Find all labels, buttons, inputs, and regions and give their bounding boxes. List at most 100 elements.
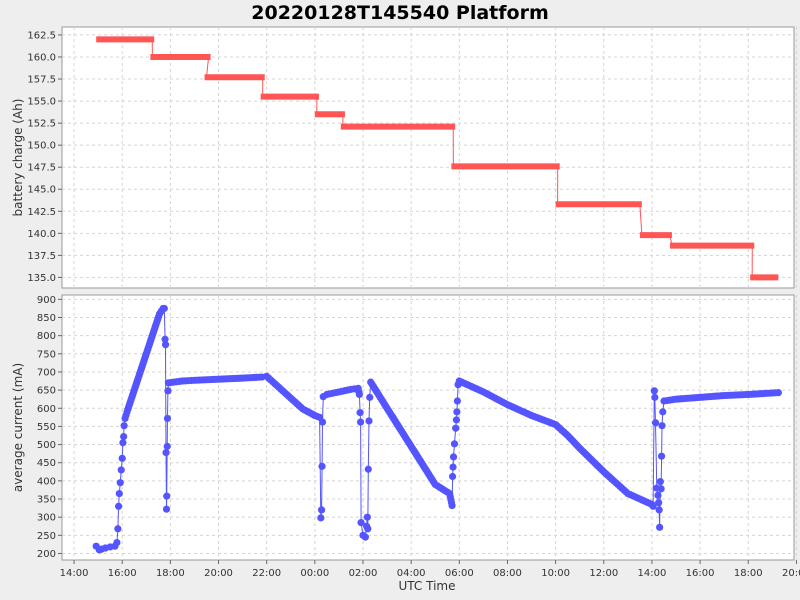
- current-point: [655, 506, 663, 514]
- x-tick-label: 08:00: [493, 568, 522, 579]
- y-tick-label: 147.5: [27, 163, 56, 174]
- y-tick-label: 650: [37, 386, 56, 397]
- y-tick-label: 300: [37, 513, 56, 524]
- y-tick-label: 750: [37, 349, 56, 360]
- y-tick-label: 160.0: [27, 52, 56, 63]
- current-point: [656, 477, 664, 486]
- x-axis-label: UTC Time: [399, 579, 456, 593]
- current-point: [654, 491, 662, 499]
- current-point: [356, 418, 365, 426]
- y-axis-label: average current (mA): [11, 363, 25, 492]
- current-point: [164, 387, 172, 395]
- current-point: [448, 501, 456, 510]
- current-point: [113, 538, 121, 547]
- current-point: [658, 422, 666, 430]
- current-point: [657, 452, 666, 460]
- current-point: [453, 408, 461, 416]
- plot-area: [61, 294, 795, 561]
- y-tick-label: 400: [37, 476, 56, 487]
- current-point: [450, 440, 459, 448]
- y-axis-label: battery charge (Ah): [11, 99, 25, 217]
- charge-connector: [639, 204, 643, 236]
- current-point: [655, 499, 663, 507]
- y-tick-label: 900: [37, 295, 56, 306]
- y-tick-label: 140.0: [27, 229, 56, 240]
- current-point: [366, 393, 374, 401]
- current-point: [356, 409, 364, 417]
- current-point: [163, 414, 172, 423]
- current-point: [161, 341, 170, 349]
- x-tick-label: 06:00: [445, 568, 474, 579]
- x-tick-label: 16:00: [686, 568, 715, 579]
- y-tick-label: 350: [37, 495, 56, 506]
- current-point: [120, 422, 128, 430]
- current-point: [657, 485, 665, 493]
- y-tick-label: 800: [37, 331, 56, 342]
- plot-area: [61, 26, 795, 289]
- current-point: [650, 387, 658, 395]
- y-tick-label: 135.0: [27, 273, 56, 284]
- x-tick-label: 10:00: [541, 568, 570, 579]
- y-tick-label: 152.5: [27, 119, 56, 130]
- current-point: [449, 463, 457, 471]
- x-tick-label: 20:00: [204, 568, 233, 579]
- current-point: [355, 390, 363, 399]
- current-point: [116, 479, 124, 487]
- y-tick-label: 162.5: [27, 30, 56, 41]
- x-tick-label: 22:00: [252, 568, 281, 579]
- current-point: [774, 389, 782, 397]
- y-tick-label: 150.0: [27, 141, 56, 152]
- x-tick-label: 14:00: [60, 568, 89, 579]
- panel-2: 14:00 16:00 18:00 20:00 22:00 00:00 02:00 04:00…: [11, 294, 800, 579]
- y-tick-label: 137.5: [27, 251, 56, 262]
- y-tick-label: 550: [37, 422, 56, 433]
- panel-1: 135.0 137.5 140.0 142.5 145.0 147.5 150.0 152.5…: [11, 26, 797, 289]
- current-point: [318, 418, 327, 426]
- current-point: [453, 397, 461, 405]
- current-point: [162, 448, 170, 457]
- current-point: [364, 465, 372, 473]
- x-tick-label: 04:00: [397, 568, 426, 579]
- y-tick-label: 250: [37, 531, 56, 542]
- current-point: [656, 523, 664, 531]
- y-tick-label: 145.0: [27, 185, 56, 196]
- x-tick-label: 14:00: [638, 568, 667, 579]
- x-tick-label: 20:00: [782, 568, 800, 579]
- current-point: [161, 335, 169, 343]
- current-point: [118, 454, 126, 462]
- current-point: [114, 525, 122, 533]
- current-point: [659, 408, 667, 416]
- current-point: [117, 466, 125, 474]
- x-tick-label: 12:00: [589, 568, 618, 579]
- x-tick-label: 00:00: [300, 568, 329, 579]
- current-point: [163, 442, 171, 450]
- x-tick-label: 16:00: [108, 568, 137, 579]
- current-point: [163, 492, 171, 500]
- current-point: [119, 439, 127, 447]
- y-tick-label: 450: [37, 458, 56, 469]
- y-tick-label: 850: [37, 313, 56, 324]
- current-point: [651, 419, 660, 427]
- current-point: [452, 424, 460, 432]
- y-tick-label: 600: [37, 404, 56, 415]
- current-point: [449, 453, 458, 461]
- x-tick-label: 18:00: [734, 568, 763, 579]
- current-point: [318, 462, 326, 470]
- current-point: [357, 519, 365, 527]
- current-point: [115, 489, 123, 498]
- y-tick-label: 157.5: [27, 75, 56, 86]
- y-tick-label: 500: [37, 440, 56, 451]
- current-point: [317, 506, 326, 514]
- chart-title: 20220128T145540 Platform: [251, 2, 549, 24]
- current-point: [160, 304, 168, 313]
- current-point: [363, 513, 371, 521]
- y-tick-label: 700: [37, 367, 56, 378]
- charge-connector: [206, 56, 210, 78]
- x-tick-label: 18:00: [156, 568, 185, 579]
- current-point: [162, 505, 171, 513]
- current-point: [651, 393, 659, 401]
- current-point: [317, 514, 325, 522]
- x-tick-label: 02:00: [349, 568, 378, 579]
- current-point: [361, 533, 369, 541]
